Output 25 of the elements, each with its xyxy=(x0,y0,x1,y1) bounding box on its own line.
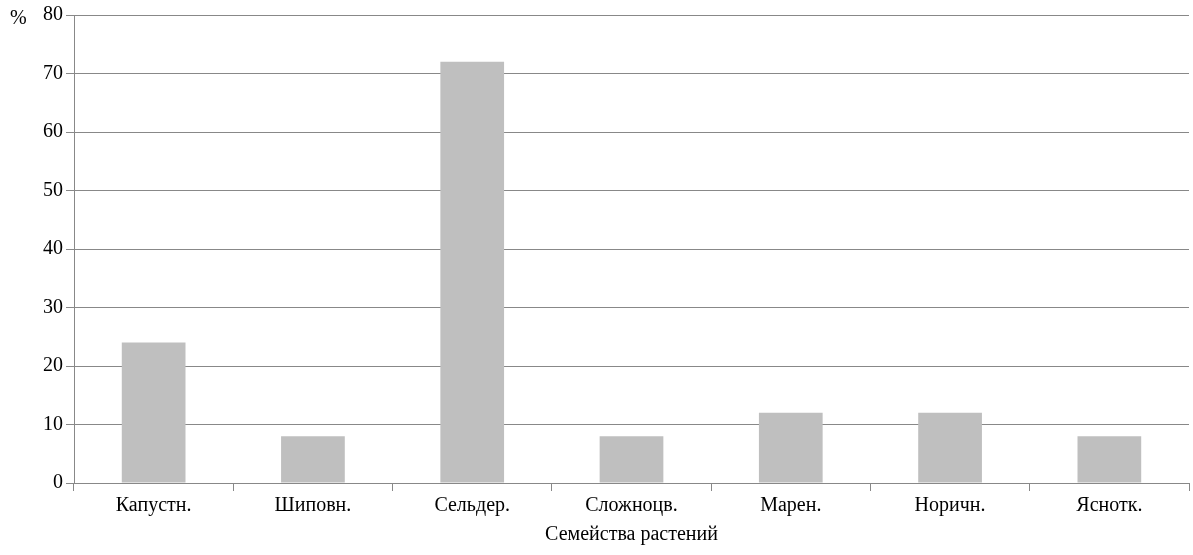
bar xyxy=(281,436,345,483)
y-tick-label: 80 xyxy=(43,2,63,25)
y-axis-title: % xyxy=(10,6,27,29)
y-tick-label: 70 xyxy=(43,60,63,83)
bar xyxy=(599,436,664,483)
bar xyxy=(758,412,823,483)
x-tick-label: Марен. xyxy=(760,493,822,517)
x-tick-label: Шиповн. xyxy=(274,493,352,516)
y-tick-label: 60 xyxy=(43,119,63,142)
x-tick-label: Яснотк. xyxy=(1076,493,1143,516)
y-tick-label: 0 xyxy=(53,470,63,493)
bar xyxy=(1077,436,1142,483)
x-tick-label: Сельдер. xyxy=(434,493,511,517)
y-tick-label: 40 xyxy=(43,236,63,259)
bar xyxy=(440,61,505,483)
x-tick-label: Норичн. xyxy=(914,493,986,517)
y-tick-label: 20 xyxy=(43,353,63,376)
x-tick-label: Сложноцв. xyxy=(585,493,678,517)
x-tick-label: Капустн. xyxy=(115,493,192,517)
y-tick-label: 30 xyxy=(43,294,63,317)
x-axis-title: Семейства растений xyxy=(545,522,719,546)
y-tick-label: 50 xyxy=(43,177,63,200)
y-tick-label: 10 xyxy=(43,411,63,434)
bar xyxy=(121,342,186,483)
bar xyxy=(918,412,982,483)
